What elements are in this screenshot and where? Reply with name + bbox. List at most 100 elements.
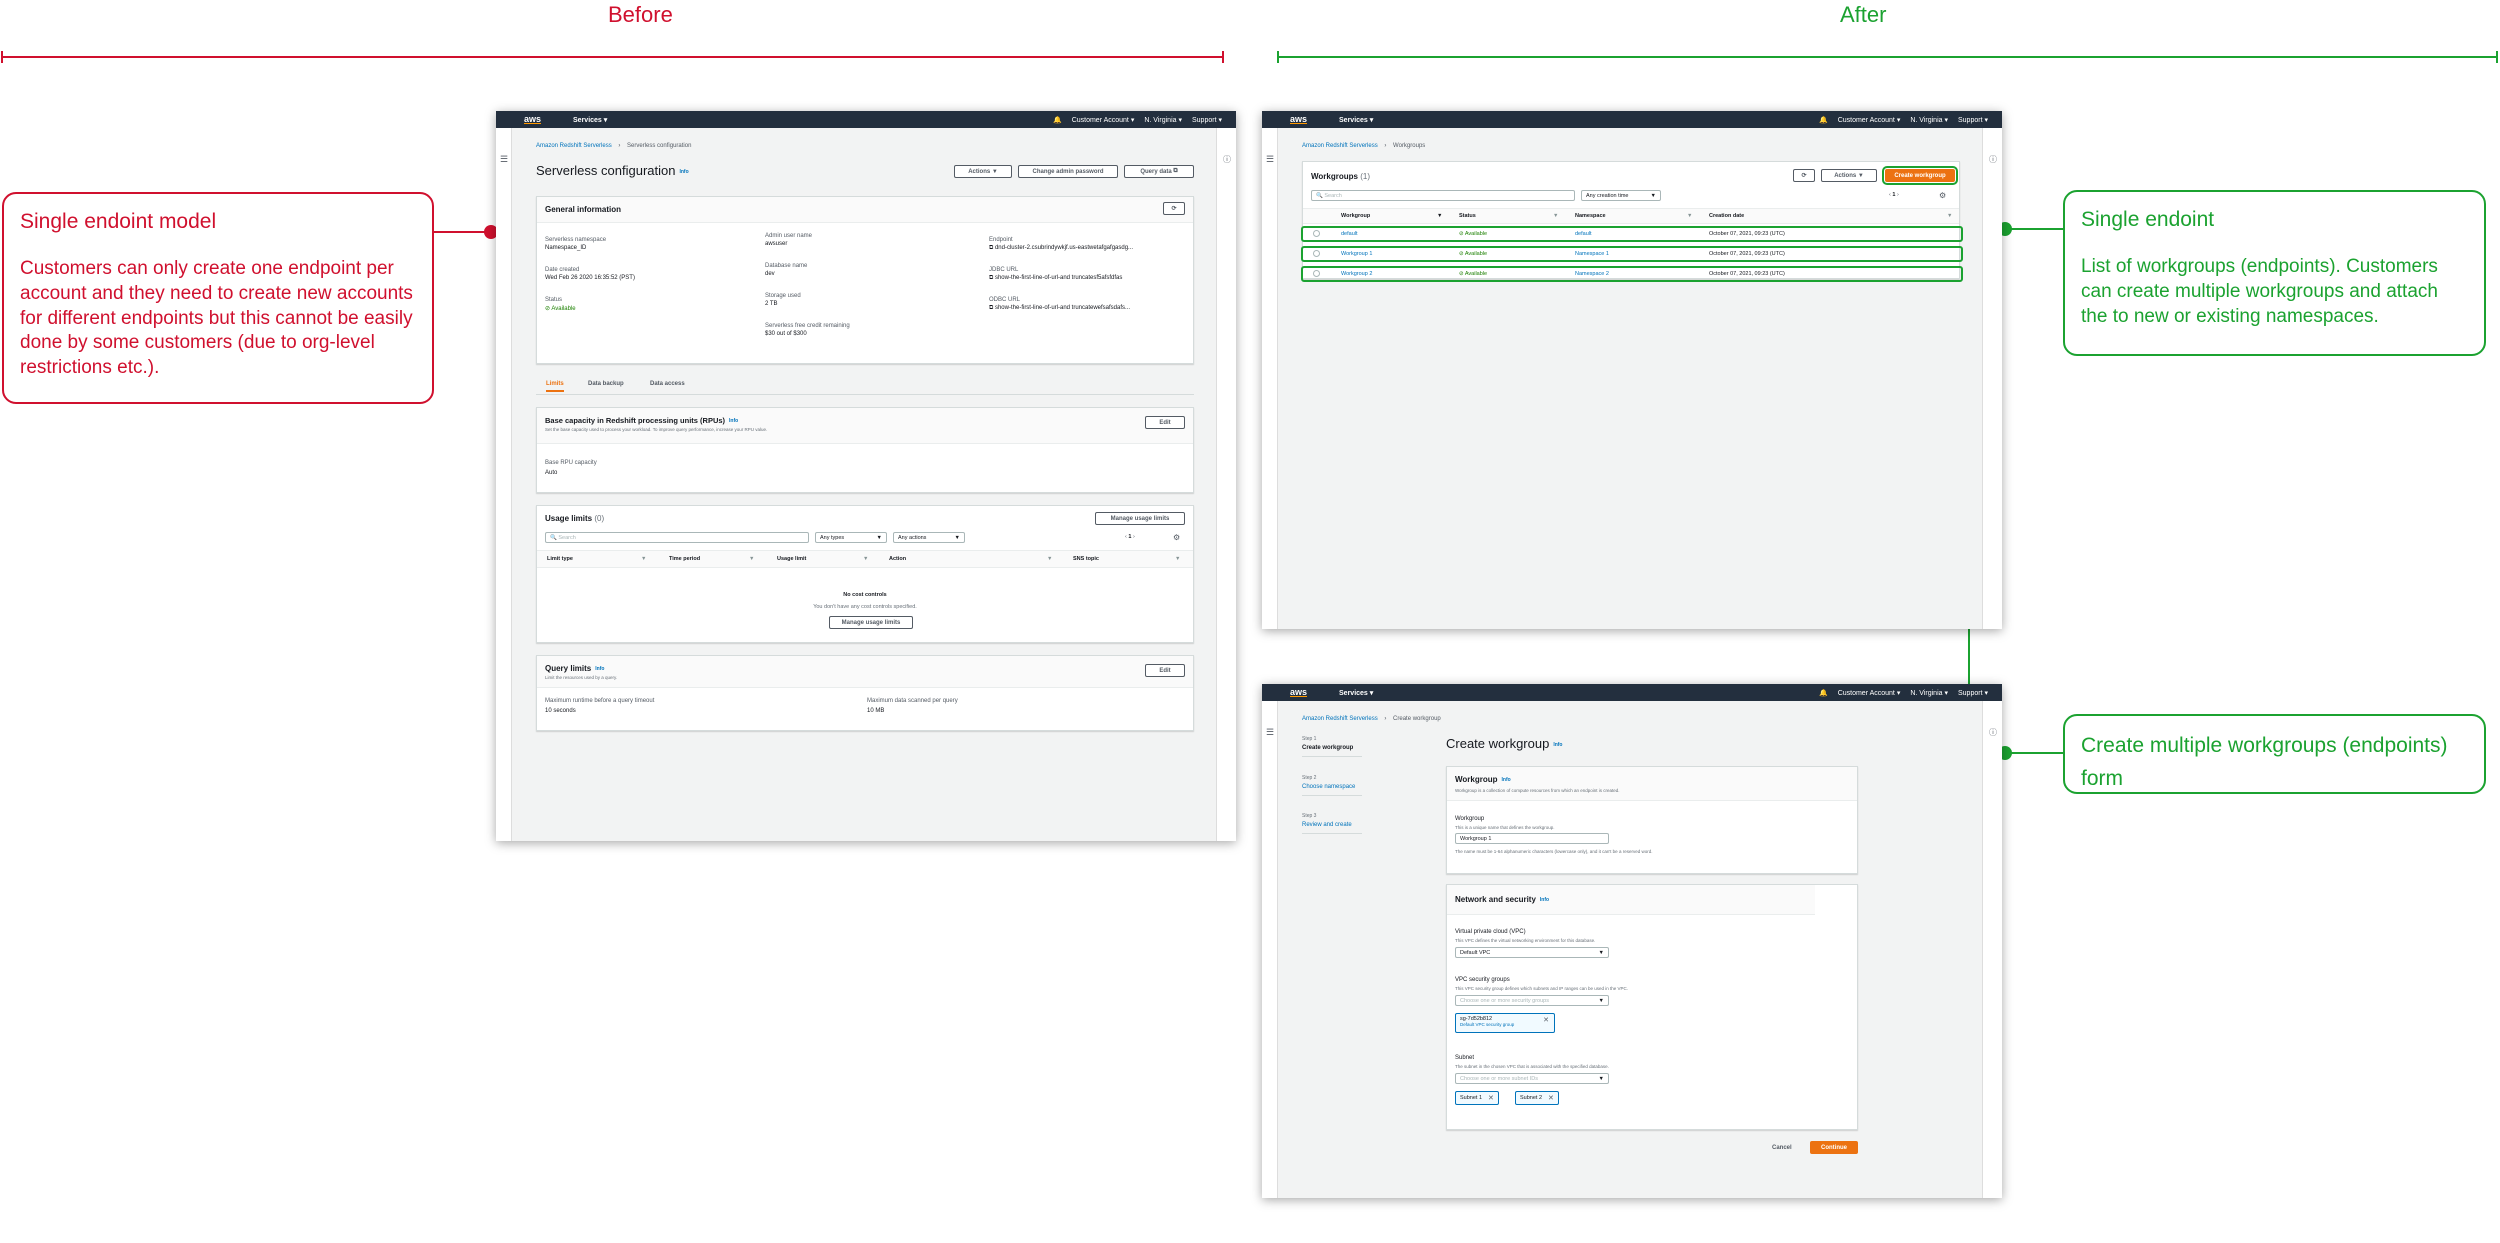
step-3-name[interactable]: Review and create bbox=[1302, 822, 1352, 828]
creation-time-select[interactable]: Any creation time ▼ bbox=[1581, 190, 1661, 201]
info-link[interactable]: Info bbox=[679, 168, 689, 175]
remove-icon[interactable]: ✕ bbox=[1488, 1095, 1494, 1102]
subnet-token: Subnet 2 ✕ bbox=[1515, 1091, 1559, 1105]
vpc-select[interactable]: Default VPC ▼ bbox=[1455, 947, 1609, 958]
info-icon[interactable]: ⓘ bbox=[1223, 155, 1231, 164]
change-admin-password-button[interactable]: Change admin password bbox=[1018, 165, 1118, 178]
info-icon[interactable]: ⓘ bbox=[1989, 728, 1997, 737]
row-select-radio[interactable] bbox=[1313, 250, 1320, 257]
col-action[interactable]: Action bbox=[889, 556, 907, 562]
hamburger-icon[interactable]: ☰ bbox=[1266, 154, 1275, 164]
row-select-radio[interactable] bbox=[1313, 270, 1320, 277]
endpoint-value: ⧉ dnd-cluster-2.csubrindywkjf.us-eastwet… bbox=[989, 245, 1134, 251]
copy-icon[interactable]: ⧉ bbox=[989, 305, 994, 311]
workgroup-link[interactable]: default bbox=[1341, 231, 1358, 237]
refresh-button[interactable]: ⟳ bbox=[1163, 202, 1185, 215]
account-menu[interactable]: Customer Account ▾ bbox=[1837, 689, 1901, 697]
account-menu[interactable]: Customer Account ▾ bbox=[1071, 116, 1135, 124]
namespace-link[interactable]: Namespace 1 bbox=[1575, 251, 1609, 257]
hamburger-icon[interactable]: ☰ bbox=[1266, 727, 1275, 737]
settings-icon[interactable]: ⚙ bbox=[1939, 191, 1947, 200]
aws-logo[interactable]: aws bbox=[1290, 114, 1308, 124]
workgroup-section-title: Workgroup Info bbox=[1455, 775, 1511, 784]
subnet-select[interactable]: Choose one or more subnet IDs ▼ bbox=[1455, 1073, 1609, 1084]
query-data-button[interactable]: Query data ⧉ bbox=[1124, 165, 1194, 178]
actions-button[interactable]: Actions ▼ bbox=[1821, 169, 1877, 182]
admin-user-label: Admin user name bbox=[765, 233, 813, 239]
services-menu[interactable]: Services ▾ bbox=[1339, 689, 1374, 697]
actions-select[interactable]: Any actions ▼ bbox=[893, 532, 965, 543]
table-row-highlight bbox=[1301, 226, 1963, 242]
pagination[interactable]: ‹ 1 › bbox=[1889, 192, 1899, 198]
breadcrumb-root[interactable]: Amazon Redshift Serverless bbox=[1302, 716, 1378, 722]
step-1-label: Step 1 bbox=[1302, 736, 1317, 742]
col-time-period[interactable]: Time period bbox=[669, 556, 701, 562]
manage-usage-limits-button[interactable]: Manage usage limits bbox=[1095, 512, 1185, 525]
security-groups-select[interactable]: Choose one or more security groups ▼ bbox=[1455, 995, 1609, 1006]
namespace-link[interactable]: Namespace 2 bbox=[1575, 271, 1609, 277]
region-menu[interactable]: N. Virginia ▾ bbox=[1910, 689, 1948, 697]
region-menu[interactable]: N. Virginia ▾ bbox=[1144, 116, 1182, 124]
aws-logo[interactable]: aws bbox=[524, 114, 542, 124]
usage-limits-title: Usage limits (0) bbox=[545, 514, 605, 523]
col-limit-type[interactable]: Limit type bbox=[547, 556, 573, 562]
pagination[interactable]: ‹ 1 › bbox=[1125, 534, 1135, 540]
tab-data-backup[interactable]: Data backup bbox=[588, 381, 624, 387]
types-select[interactable]: Any types ▼ bbox=[815, 532, 887, 543]
usage-search-input[interactable]: 🔍 Search bbox=[545, 532, 809, 543]
jdbc-url-value: ⧉ show-the-first-line-of-url-and truncat… bbox=[989, 275, 1123, 281]
row-select-radio[interactable] bbox=[1313, 230, 1320, 237]
cancel-button[interactable]: Cancel bbox=[1772, 1145, 1792, 1151]
bell-icon[interactable]: 🔔 bbox=[1818, 689, 1828, 697]
remove-icon[interactable]: ✕ bbox=[1543, 1017, 1549, 1024]
actions-button[interactable]: Actions ▼ bbox=[954, 165, 1012, 178]
table-row-highlight bbox=[1301, 266, 1963, 282]
col-status[interactable]: Status bbox=[1459, 213, 1476, 219]
aws-logo[interactable]: aws bbox=[1290, 687, 1308, 697]
col-usage-limit[interactable]: Usage limit bbox=[777, 556, 807, 562]
creation-date: October 07, 2021, 09:23 (UTC) bbox=[1709, 251, 1785, 257]
info-icon[interactable]: ⓘ bbox=[1989, 155, 1997, 164]
copy-icon[interactable]: ⧉ bbox=[989, 275, 994, 281]
support-menu[interactable]: Support ▾ bbox=[1192, 116, 1222, 124]
continue-button[interactable]: Continue bbox=[1810, 1141, 1858, 1154]
support-menu[interactable]: Support ▾ bbox=[1958, 689, 1988, 697]
tab-data-access[interactable]: Data access bbox=[650, 381, 685, 387]
bell-icon[interactable]: 🔔 bbox=[1818, 116, 1828, 124]
workgroup-name-input[interactable]: Workgroup 1 bbox=[1455, 833, 1609, 844]
remove-icon[interactable]: ✕ bbox=[1548, 1095, 1554, 1102]
edit-capacity-button[interactable]: Edit bbox=[1145, 416, 1185, 429]
col-namespace[interactable]: Namespace bbox=[1575, 213, 1606, 219]
breadcrumb-current: Create workgroup bbox=[1393, 716, 1441, 722]
copy-icon[interactable]: ⧉ bbox=[989, 245, 994, 251]
support-menu[interactable]: Support ▾ bbox=[1958, 116, 1988, 124]
col-creation-date[interactable]: Creation date bbox=[1709, 213, 1745, 219]
region-menu[interactable]: N. Virginia ▾ bbox=[1910, 116, 1948, 124]
workgroup-section-desc: Workgroup is a collection of compute res… bbox=[1455, 788, 1620, 793]
settings-icon[interactable]: ⚙ bbox=[1173, 533, 1181, 542]
hamburger-icon[interactable]: ☰ bbox=[500, 154, 509, 164]
account-menu[interactable]: Customer Account ▾ bbox=[1837, 116, 1901, 124]
workgroup-search-input[interactable]: 🔍 Search bbox=[1311, 190, 1575, 201]
general-information-title: General information bbox=[545, 205, 622, 214]
services-menu[interactable]: Services ▾ bbox=[573, 116, 608, 124]
refresh-button[interactable]: ⟳ bbox=[1793, 169, 1815, 182]
network-security-panel: Network and security Info Virtual private… bbox=[1446, 884, 1858, 1130]
workgroup-link[interactable]: Workgroup 1 bbox=[1341, 251, 1373, 257]
bell-icon[interactable]: 🔔 bbox=[1052, 116, 1062, 124]
namespace-link[interactable]: default bbox=[1575, 231, 1592, 237]
col-sns-topic[interactable]: SNS topic bbox=[1073, 556, 1099, 562]
manage-usage-limits-empty-button[interactable]: Manage usage limits bbox=[829, 616, 913, 629]
breadcrumb-root[interactable]: Amazon Redshift Serverless bbox=[1302, 143, 1378, 149]
breadcrumb-root[interactable]: Amazon Redshift Serverless bbox=[536, 143, 612, 149]
date-created-value: Wed Feb 26 2020 16:35:52 (PST) bbox=[545, 275, 635, 281]
col-workgroup[interactable]: Workgroup bbox=[1341, 213, 1371, 219]
services-menu[interactable]: Services ▾ bbox=[1339, 116, 1374, 124]
workgroup-link[interactable]: Workgroup 2 bbox=[1341, 271, 1373, 277]
create-workgroup-button[interactable]: Create workgroup bbox=[1882, 166, 1958, 185]
edit-query-limits-button[interactable]: Edit bbox=[1145, 664, 1185, 677]
namespace-value: Namespace_ID bbox=[545, 245, 587, 251]
step-2-name[interactable]: Choose namespace bbox=[1302, 784, 1356, 790]
tab-limits[interactable]: Limits bbox=[546, 381, 564, 392]
info-link[interactable]: Info bbox=[1553, 741, 1563, 748]
